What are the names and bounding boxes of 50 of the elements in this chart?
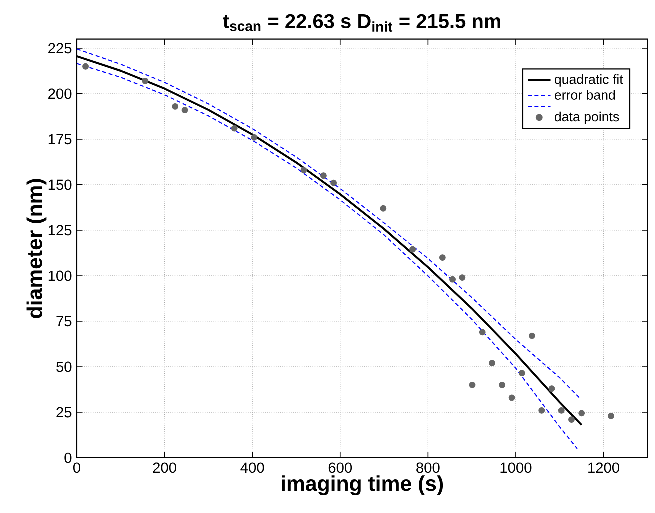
point [469,382,476,388]
y-tick-label: 0 [64,452,72,464]
point [172,103,179,110]
x-tick-label: 1000 [500,462,532,474]
legend-label: data points [554,112,620,124]
y-tick-label: 150 [48,180,72,190]
y-tick-label: 175 [48,134,72,145]
point [548,386,556,392]
point [479,329,486,336]
y-tick-label: 225 [48,43,72,54]
point [300,167,308,174]
point [568,416,575,423]
point [330,180,338,186]
point [499,382,506,388]
point [320,172,327,180]
point [142,78,149,84]
point [251,134,258,141]
y-tick-label: 50 [56,362,72,372]
y-tick-label: 200 [48,88,72,100]
y-tick-label: 125 [48,225,72,236]
x-tick-label: 0 [73,462,80,474]
point [538,407,546,414]
x-tick-label: 1200 [588,462,620,474]
point [450,276,456,283]
x-tick-label: 800 [416,462,440,474]
point [231,125,238,132]
point [410,246,416,253]
point [518,370,526,377]
point [508,394,516,402]
point [182,107,188,114]
legend-label: error band [554,90,616,100]
point [380,205,387,212]
point [82,63,89,70]
legend-label: quadratic fit [554,74,624,87]
point [459,274,466,281]
point [608,412,614,420]
point [529,332,536,340]
chart-title: t$_{scan}$ = 22.63 s D$_{init}$ = 215.5 nm [223,14,500,32]
point [558,407,565,414]
x-tick-label: 600 [328,462,352,474]
point [439,254,446,261]
y-axis-title: diameter (nm) [26,179,47,318]
x-tick-label: 200 [153,462,176,474]
y-tick-label: 100 [48,270,72,282]
point [578,410,586,417]
x-tick-label: 400 [240,462,264,474]
y-tick-label: 25 [56,407,72,418]
point [489,360,496,367]
y-tick-label: 75 [56,316,72,327]
x-axis-title: imaging time (s) [282,476,444,496]
